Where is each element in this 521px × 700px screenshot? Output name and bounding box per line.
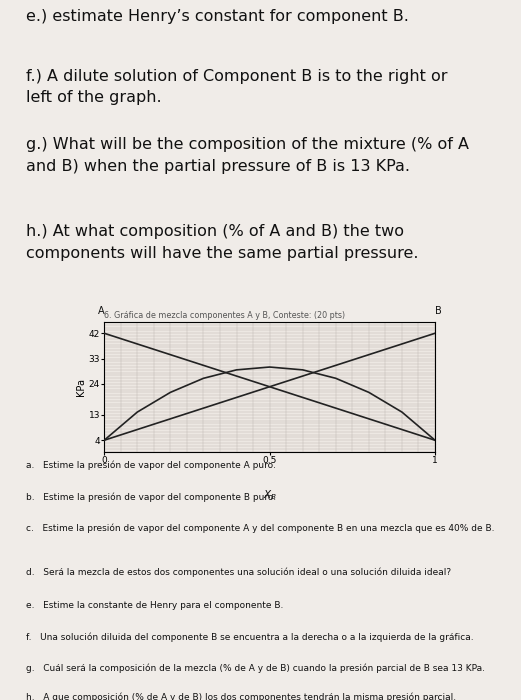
Text: $X_B$: $X_B$ xyxy=(263,488,277,502)
Text: g.) What will be the composition of the mixture (% of A
and B) when the partial : g.) What will be the composition of the … xyxy=(26,137,469,174)
Text: d.   Será la mezcla de estos dos componentes una solución ideal o una solución d: d. Será la mezcla de estos dos component… xyxy=(26,567,451,577)
Text: f.   Una solución diluida del componente B se encuentra a la derecha o a la izqu: f. Una solución diluida del componente B… xyxy=(26,632,474,642)
Text: a.   Estime la presión de vapor del componente A puro.: a. Estime la presión de vapor del compon… xyxy=(26,461,276,470)
Text: f.) A dilute solution of Component B is to the right or
left of the graph.: f.) A dilute solution of Component B is … xyxy=(26,69,448,105)
Text: B: B xyxy=(435,305,442,316)
Text: g.   Cuál será la composición de la mezcla (% de A y de B) cuando la presión par: g. Cuál será la composición de la mezcla… xyxy=(26,664,485,673)
Text: h.) At what composition (% of A and B) the two
components will have the same par: h.) At what composition (% of A and B) t… xyxy=(26,224,418,261)
Y-axis label: KPa: KPa xyxy=(76,378,86,395)
Text: c.   Estime la presión de vapor del componente A y del componente B en una mezcl: c. Estime la presión de vapor del compon… xyxy=(26,524,494,533)
Text: e.   Estime la constante de Henry para el componente B.: e. Estime la constante de Henry para el … xyxy=(26,601,283,610)
Text: b.   Estime la presión de vapor del componente B puro.: b. Estime la presión de vapor del compon… xyxy=(26,492,276,502)
Text: A: A xyxy=(97,305,104,316)
Text: h.   A que composición (% de A y de B) los dos componentes tendrán la misma pres: h. A que composición (% de A y de B) los… xyxy=(26,693,456,700)
Text: 6. Gráfica de mezcla componentes A y B, Conteste: (20 pts): 6. Gráfica de mezcla componentes A y B, … xyxy=(104,311,345,320)
Text: e.) estimate Henry’s constant for component B.: e.) estimate Henry’s constant for compon… xyxy=(26,9,409,25)
